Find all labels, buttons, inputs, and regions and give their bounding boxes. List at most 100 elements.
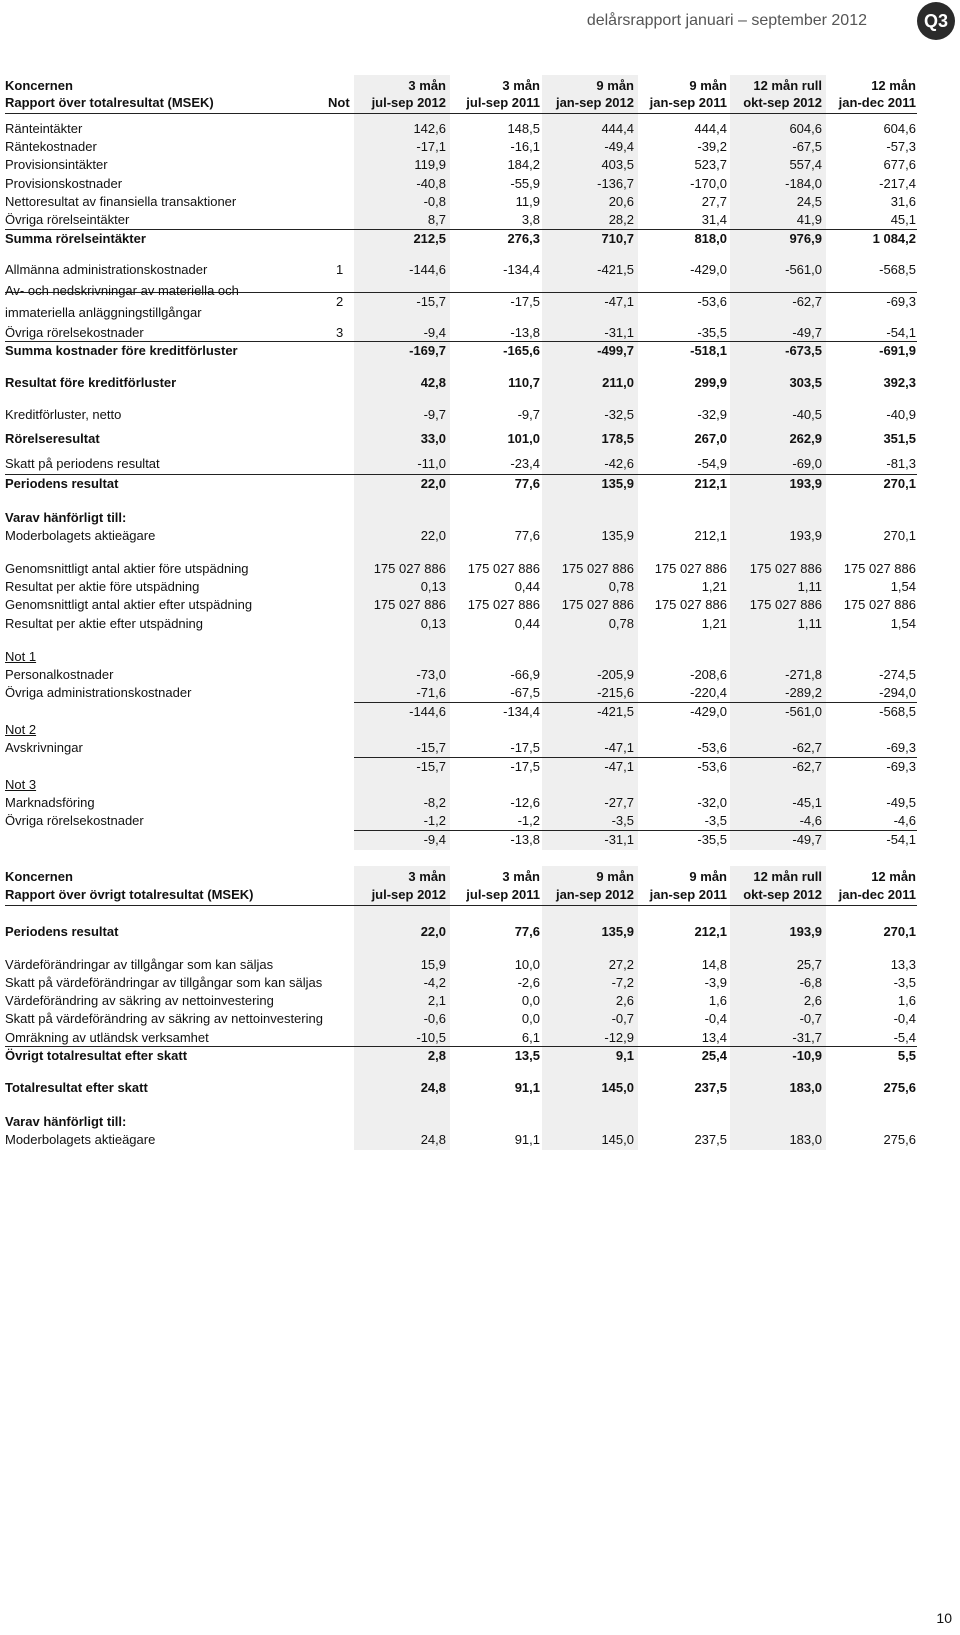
row-value: -69,3 [886,740,916,755]
row-value: 1,54 [890,579,916,594]
row-value: 45,1 [890,212,916,227]
row-value: -62,7 [792,294,822,309]
row-value: -69,3 [886,294,916,309]
row-value: -45,1 [792,795,822,810]
row-value: 175 027 886 [843,561,916,576]
column-range: okt-sep 2012 [743,95,822,110]
row-value: 24,8 [420,1080,446,1095]
row-value: 0,0 [521,993,540,1008]
row-value: 212,5 [413,231,446,246]
row-value: -54,9 [697,456,727,471]
table-heading: Koncernen [5,869,73,884]
column-range: jul-sep 2011 [466,887,540,902]
row-value: -134,4 [503,704,540,719]
row-label: Övriga administrationskostnader [5,685,192,700]
row-value: -54,1 [886,325,916,340]
row-value: 237,5 [694,1132,727,1147]
column-range: jan-sep 2011 [649,887,727,902]
row-value: 677,6 [883,157,916,172]
column-range: jan-dec 2011 [838,95,916,110]
row-value: -9,7 [517,407,540,422]
row-value: 604,6 [883,121,916,136]
row-label: Totalresultat efter skatt [5,1080,148,1095]
row-value: -27,7 [604,795,634,810]
table-heading: Koncernen [5,78,73,93]
row-label: Övriga rörelseintäkter [5,212,130,227]
row-value: -561,0 [785,262,822,277]
row-value: 6,1 [521,1030,540,1045]
row-value: -0,8 [423,194,446,209]
row-value: -10,5 [416,1030,446,1045]
row-value: -13,8 [510,325,540,340]
row-value: -32,9 [697,407,727,422]
row-value: -73,0 [416,667,446,682]
row-value: -31,1 [604,832,634,847]
row-value: -9,4 [423,325,446,340]
row-value: -170,0 [690,176,727,191]
row-value: 0,44 [514,579,540,594]
row-value: 11,9 [515,194,540,209]
row-value: 13,3 [890,957,916,972]
row-value: -2,6 [517,975,540,990]
row-value: 77,6 [514,476,540,491]
row-value: 148,5 [507,121,540,136]
row-label: Övriga rörelsekostnader [5,325,144,340]
row-label: Provisionsintäkter [5,157,108,172]
row-label: Not 3 [5,777,37,792]
row-value: -289,2 [785,685,822,700]
column-period: 12 mån [871,869,916,884]
row-value: 392,3 [883,375,916,390]
row-value: 42,8 [420,375,446,390]
column-period: 9 mån [596,78,634,93]
row-value: -47,1 [604,759,634,774]
column-period: 3 mån [408,78,446,93]
row-value: 523,7 [694,157,727,172]
row-label: immateriella anläggningstillgångar [5,305,202,320]
row-value: 175 027 886 [749,597,822,612]
row-value: -184,0 [785,176,822,191]
row-value: -54,1 [886,832,916,847]
row-value: 175 027 886 [561,597,634,612]
row-value: 175 027 886 [467,561,540,576]
row-value: -6,8 [799,975,822,990]
row-value: 5,5 [897,1048,916,1063]
row-value: 14,8 [701,957,727,972]
row-value: 175 027 886 [561,561,634,576]
row-value: -66,9 [510,667,540,682]
row-value: -4,2 [423,975,446,990]
row-value: 8,7 [427,212,446,227]
row-value: 193,9 [789,528,822,543]
row-value: 175 027 886 [467,597,540,612]
row-value: -13,8 [510,832,540,847]
row-label: Övrigt totalresultat efter skatt [5,1048,188,1063]
row-value: 1,11 [797,616,822,631]
row-value: -40,5 [792,407,822,422]
row-value: 13,5 [514,1048,540,1063]
row-value: -47,1 [604,294,634,309]
row-value: 20,6 [608,194,634,209]
row-value: -568,5 [879,704,916,719]
row-value: 303,5 [789,375,822,390]
row-value: -32,0 [697,795,727,810]
row-rule [5,341,917,342]
row-value: -57,3 [886,139,916,154]
row-label: Periodens resultat [5,476,119,491]
row-value: -429,0 [690,262,727,277]
row-value: -421,5 [597,262,634,277]
row-label: Skatt på värdeförändringar av tillgångar… [5,975,323,990]
row-value: 119,9 [414,157,446,172]
row-note: 3 [336,325,344,340]
row-value: 25,7 [796,957,822,972]
row-label: Genomsnittligt antal aktier efter utspäd… [5,597,253,612]
row-value: -40,9 [886,407,916,422]
quarter-badge: Q3 [917,2,955,40]
row-value: -169,7 [409,343,446,358]
row-value: -39,2 [697,139,727,154]
row-value: -15,7 [416,294,446,309]
row-label: Kreditförluster, netto [5,407,122,422]
row-value: -429,0 [690,704,727,719]
row-value: 135,9 [601,476,634,491]
row-label: Not 2 [5,722,37,737]
row-value: 183,0 [789,1080,822,1095]
row-value: -81,3 [886,456,916,471]
